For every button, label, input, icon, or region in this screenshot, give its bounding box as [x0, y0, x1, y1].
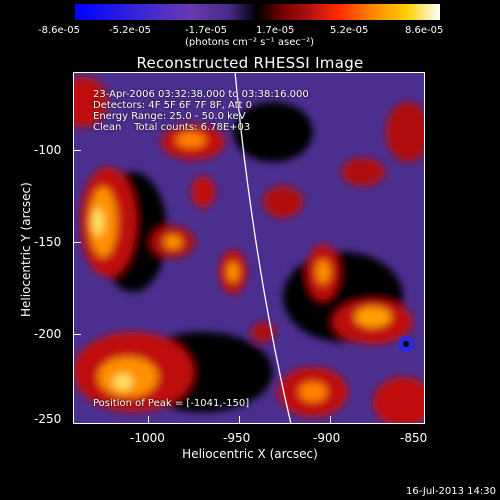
method-text: Clean Total counts: 6.78E+03	[93, 122, 251, 133]
x-axis-label: Heliocentric X (arcsec)	[182, 447, 318, 461]
x-tick-mark	[330, 416, 331, 424]
colorbar-tick: -5.2e-05	[109, 25, 151, 36]
x-tick-mark	[239, 416, 240, 424]
colorbar-units: (photons cm⁻² s⁻¹ asec⁻²)	[185, 37, 315, 48]
image-title: Reconstructed RHESSI Image	[136, 54, 364, 72]
y-axis-label: Heliocentric Y (arcsec)	[19, 182, 33, 317]
energy-range-text: Energy Range: 25.0 - 50.0 keV	[93, 111, 246, 122]
colorbar-tick: 8.6e-05	[405, 25, 444, 36]
intensity-blobs	[73, 77, 425, 424]
y-tick-label: -150	[34, 235, 62, 249]
y-tick-mark	[73, 242, 81, 243]
colorbar-tick: 5.2e-05	[330, 25, 369, 36]
y-tick-mark	[73, 150, 81, 151]
y-tick-label: -200	[34, 327, 62, 341]
x-tick-label: -900	[313, 431, 341, 445]
timestamp: 16-Jul-2013 14:30	[405, 486, 496, 497]
colorbar-tick: -1.7e-05	[185, 25, 227, 36]
rhessi-image-map	[73, 72, 425, 424]
x-tick-label: -1000	[130, 431, 165, 445]
colorbar-tick: -8.6e-05	[38, 25, 80, 36]
x-tick-label: -850	[400, 431, 428, 445]
x-tick-mark	[148, 416, 149, 424]
peak-position-text: Position of Peak = [-1041,-150]	[93, 398, 250, 409]
y-tick-label: -250	[34, 412, 62, 426]
y-tick-mark	[73, 334, 81, 335]
y-tick-label: -100	[34, 143, 62, 157]
time-range-text: 23-Apr-2006 03:32:38.000 to 03:38:16.000	[93, 89, 309, 100]
detectors-text: Detectors: 4F 5F 6F 7F 8F, Att 0	[93, 100, 253, 111]
rhessi-image[interactable]	[73, 72, 425, 424]
solar-limb-line	[234, 72, 292, 424]
x-tick-label: -950	[223, 431, 251, 445]
colorbar-tick: 1.7e-05	[256, 25, 295, 36]
negative-peak-core	[403, 341, 409, 347]
colorbar	[75, 4, 440, 20]
